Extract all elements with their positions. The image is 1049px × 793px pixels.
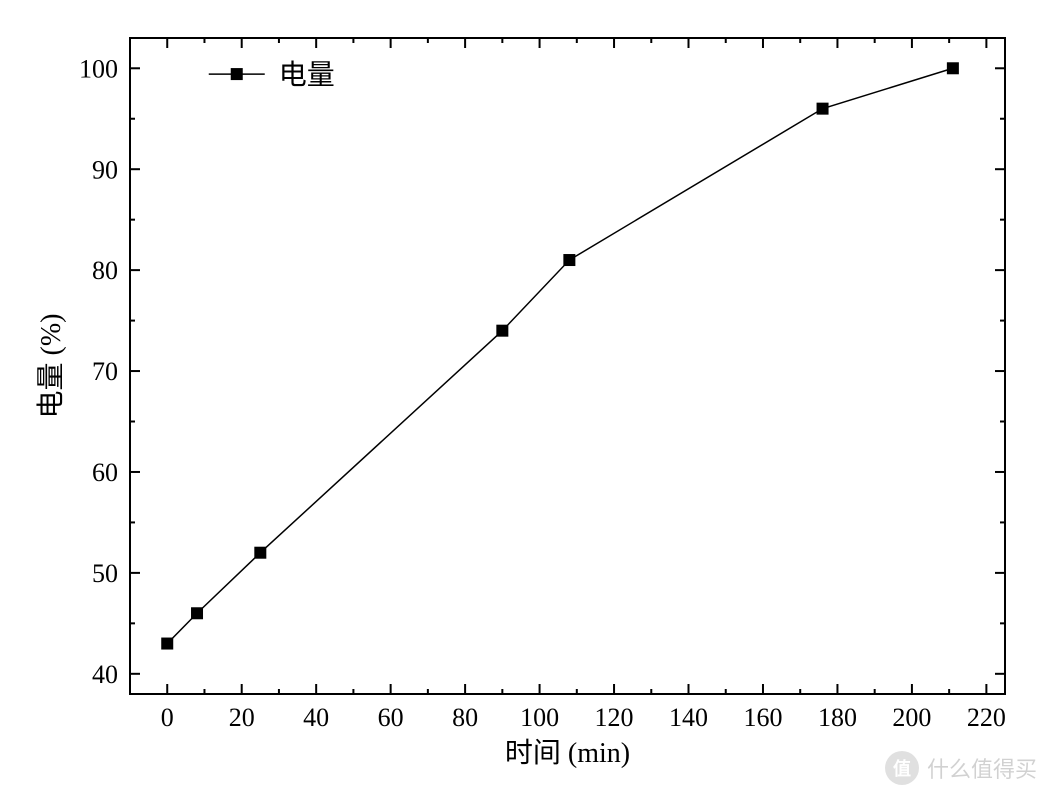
svg-text:100: 100: [520, 703, 559, 732]
svg-text:80: 80: [92, 256, 118, 285]
svg-text:40: 40: [92, 660, 118, 689]
svg-text:电量: 电量: [279, 59, 335, 91]
svg-text:70: 70: [92, 357, 118, 386]
svg-text:140: 140: [669, 703, 708, 732]
svg-text:120: 120: [595, 703, 634, 732]
svg-text:180: 180: [818, 703, 857, 732]
svg-text:40: 40: [303, 703, 329, 732]
svg-text:20: 20: [229, 703, 255, 732]
svg-text:电量 (%): 电量 (%): [35, 314, 67, 419]
svg-text:时间 (min): 时间 (min): [505, 737, 630, 769]
svg-text:90: 90: [92, 155, 118, 184]
svg-text:160: 160: [743, 703, 782, 732]
svg-text:100: 100: [79, 54, 118, 83]
svg-text:80: 80: [452, 703, 478, 732]
svg-text:220: 220: [967, 703, 1006, 732]
line-chart: 0 20 40 60 80 100 120 140 160 180 200 220 40 50 60 70 80…: [0, 0, 1049, 793]
svg-text:50: 50: [92, 559, 118, 588]
svg-text:60: 60: [378, 703, 404, 732]
svg-text:200: 200: [892, 703, 931, 732]
svg-text:0: 0: [161, 703, 174, 732]
svg-text:60: 60: [92, 458, 118, 487]
